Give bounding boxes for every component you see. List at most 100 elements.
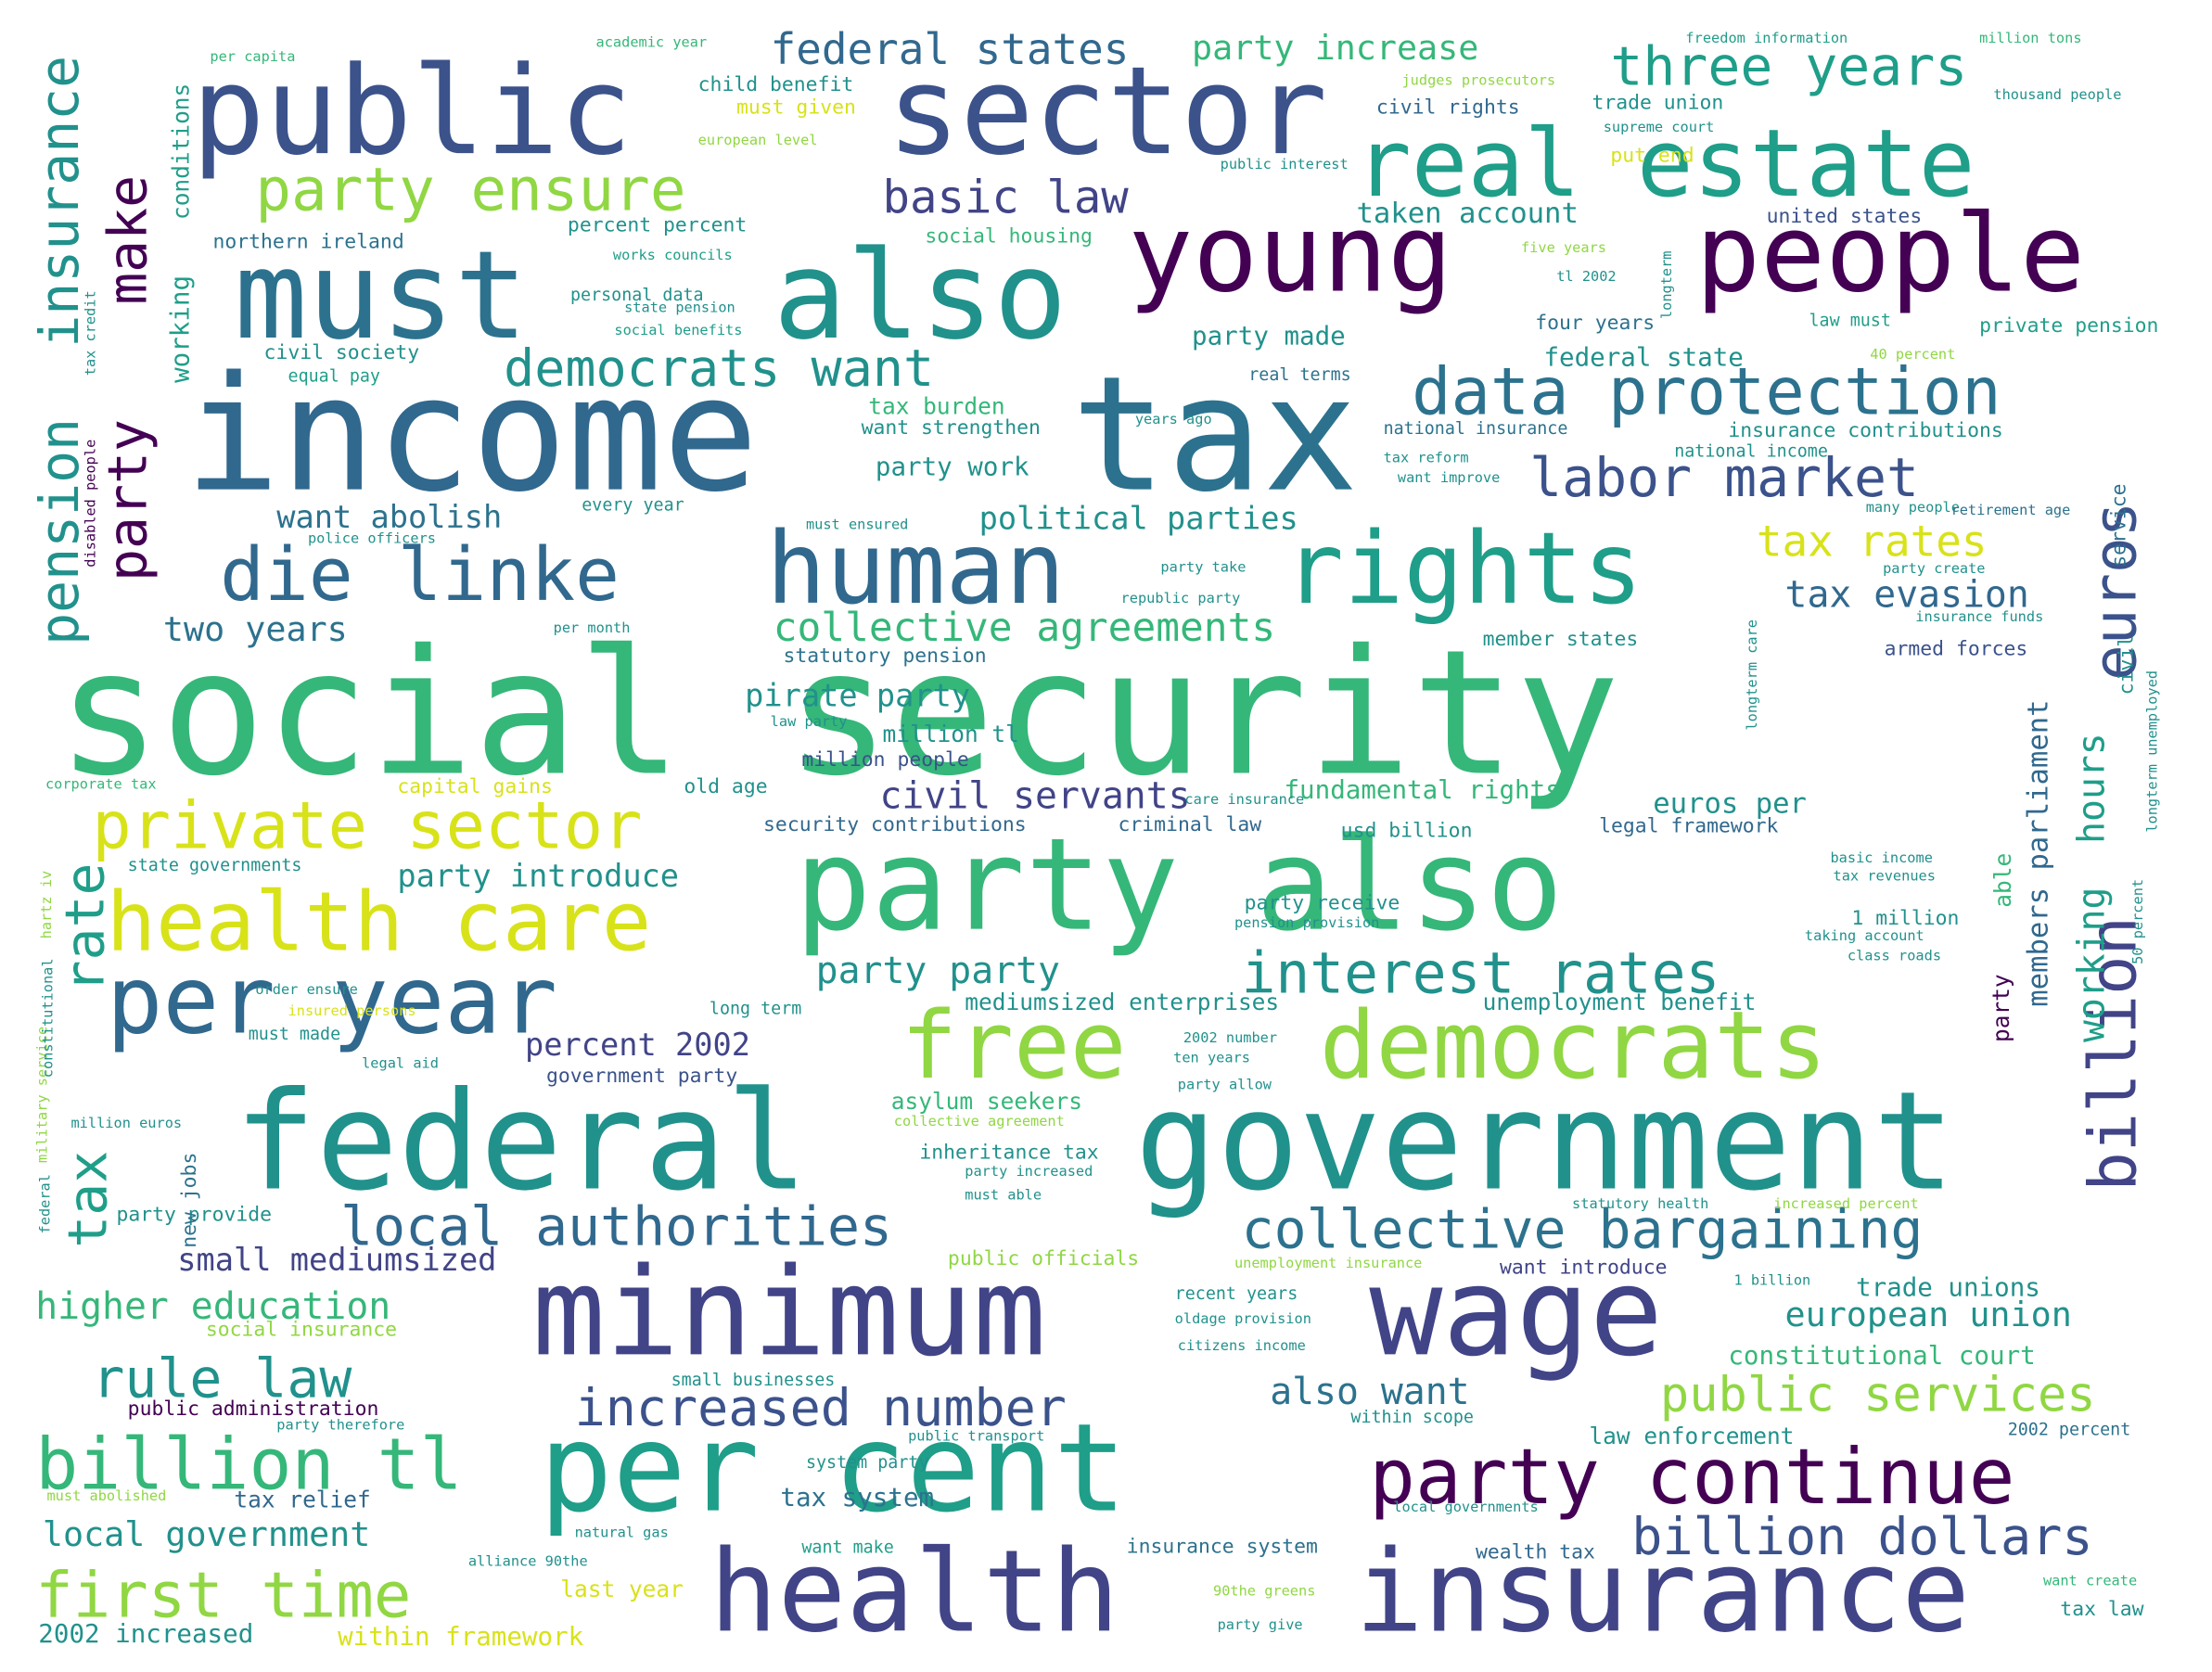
word-police-officers: police officers [308, 530, 436, 547]
word-years-ago: years ago [1135, 411, 1212, 428]
word-increased-percent: increased percent [1773, 1195, 1918, 1212]
word-five-years: five years [1521, 239, 1606, 256]
word-alliance-90the: alliance 90the [468, 1552, 588, 1569]
word-basic-law: basic law [883, 171, 1130, 223]
word-data-protection: data protection [1412, 354, 2001, 430]
word-also: also [774, 225, 1068, 367]
word-class-roads: class roads [1848, 947, 1941, 964]
word-insured-persons: insured persons [288, 1002, 416, 1019]
word-percent-percent: percent percent [568, 213, 747, 236]
word-party-give: party give [1218, 1616, 1303, 1633]
word-freedom-information: freedom information [1685, 30, 1848, 46]
word-1-million: 1 million [1851, 907, 1959, 930]
word-within-framework: within framework [338, 1622, 584, 1652]
word-tax-reform: tax reform [1384, 450, 1469, 466]
word-local-authorities: local authorities [340, 1195, 892, 1258]
word-collective-agreements: collective agreements [774, 605, 1275, 651]
word-law-must: law must [1809, 312, 1891, 331]
word-per-cent: per cent [539, 1398, 1127, 1540]
word-tax-revenues: tax revenues [1834, 868, 1936, 885]
word-party-provide: party provide [116, 1204, 272, 1227]
word-system-party: system party [806, 1453, 929, 1473]
word-statutory-pension: statutory pension [783, 645, 986, 668]
word-must: must [234, 225, 528, 367]
word-european-level: european level [698, 132, 818, 148]
word-federal-state: federal state [1543, 343, 1743, 373]
word-labor-market: labor market [1529, 446, 1919, 509]
word-conditions: conditions [167, 83, 194, 220]
word-want-introduce: want introduce [1500, 1256, 1667, 1279]
word-party-allow: party allow [1178, 1076, 1272, 1092]
word-party-receive: party receive [1245, 891, 1400, 914]
word-legal-framework: legal framework [1599, 815, 1778, 838]
word-criminal-law: criminal law [1119, 813, 1262, 836]
word-federal-states: federal states [771, 24, 1130, 74]
word-longterm-unemployed: longterm unemployed [2143, 670, 2160, 833]
word-trade-unions: trade unions [1856, 1273, 2040, 1303]
word-service: service [2108, 484, 2131, 568]
word-hartz-iv: hartz iv [38, 871, 55, 939]
word-90the-greens: 90the greens [1213, 1582, 1315, 1599]
word-sector: sector [887, 41, 1327, 183]
word-percent-2002: percent 2002 [525, 1027, 750, 1063]
word-million-people: million people [801, 748, 968, 772]
word-insurance-system: insurance system [1127, 1536, 1318, 1559]
word-2002-increased: 2002 increased [38, 1619, 253, 1649]
word-thousand-people: thousand people [1993, 86, 2121, 103]
word-insurance-funds: insurance funds [1915, 608, 2043, 625]
word-want-abolish: want abolish [276, 499, 502, 535]
word-party-made: party made [1192, 322, 1346, 351]
word-unemployment-insurance: unemployment insurance [1234, 1255, 1422, 1271]
word-small-mediumsized: small mediumsized [177, 1242, 496, 1278]
word-health-care: health care [107, 874, 652, 970]
word-civil-rights: civil rights [1376, 96, 1520, 119]
word-statutory-health: statutory health [1572, 1195, 1708, 1212]
word-three-years: three years [1610, 35, 1967, 98]
word-civil: civil [2115, 635, 2138, 695]
word-real-terms: real terms [1248, 365, 1350, 385]
word-united-states: united states [1767, 205, 1923, 228]
word-tax: tax [57, 1151, 120, 1248]
word-state-pension: state pension [624, 299, 735, 315]
word-insurance: insurance [28, 56, 91, 348]
word-must-ensured: must ensured [806, 516, 908, 532]
word-must-made: must made [249, 1025, 340, 1044]
word-national-income: national income [1674, 441, 1828, 461]
word-want-improve: want improve [1398, 469, 1500, 486]
word-want-strengthen: want strengthen [862, 416, 1041, 440]
word-last-year: last year [560, 1576, 684, 1602]
word-1-billion: 1 billion [1733, 1272, 1810, 1289]
word-private-pension: private pension [1979, 314, 2158, 338]
word-must-able: must able [965, 1187, 1042, 1204]
word-wage: wage [1369, 1242, 1663, 1384]
word-party-ensure: party ensure [255, 155, 685, 224]
word-free: free [901, 990, 1126, 1100]
word-personal-data: personal data [570, 286, 704, 305]
word-natural-gas: natural gas [575, 1525, 669, 1541]
word-within-scope: within scope [1350, 1408, 1474, 1427]
word-put-end: put end [1610, 144, 1694, 167]
word-usd-billion: usd billion [1341, 819, 1473, 842]
word-tl-2002: tl 2002 [1556, 268, 1616, 285]
word-hours: hours [2071, 733, 2114, 844]
word-local-government: local government [43, 1514, 370, 1554]
word-asylum-seekers: asylum seekers [891, 1088, 1082, 1115]
word-increased-number: increased number [575, 1378, 1067, 1437]
word-public-interest: public interest [1221, 156, 1349, 172]
word-state-governments: state governments [128, 856, 302, 875]
word-every-year: every year [582, 496, 684, 516]
word-also-want: also want [1270, 1371, 1469, 1413]
word-social-insurance: social insurance [206, 1319, 397, 1342]
word-able: able [1989, 853, 2016, 908]
word-billion-dollars: billion dollars [1631, 1507, 2092, 1566]
word-tax-system: tax system [780, 1483, 934, 1512]
word-party-increase: party increase [1192, 28, 1478, 68]
word-wealth-tax: wealth tax [1476, 1541, 1595, 1564]
word-four-years: four years [1535, 312, 1655, 335]
word-rate: rate [54, 863, 117, 993]
word-local-governments: local governments [1393, 1499, 1538, 1515]
word-federal: federal [37, 1174, 54, 1233]
word-longterm-care: longterm care [1744, 619, 1760, 731]
word-want-create: want create [2043, 1573, 2137, 1589]
word-2002-percent: 2002 percent [2008, 1421, 2131, 1440]
